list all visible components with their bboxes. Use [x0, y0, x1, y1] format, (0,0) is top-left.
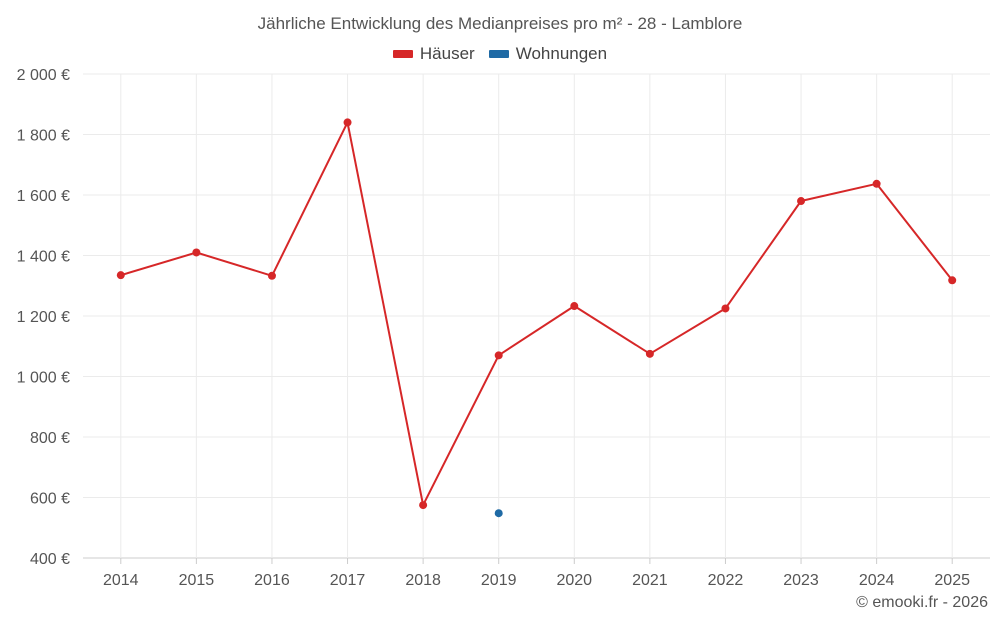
- y-tick-label: 600 €: [30, 491, 70, 508]
- chart-title: Jährliche Entwicklung des Medianpreises …: [257, 14, 743, 33]
- y-tick-label: 1 800 €: [17, 128, 70, 145]
- y-tick-label: 1 400 €: [17, 249, 70, 266]
- y-tick-label: 800 €: [30, 430, 70, 447]
- legend-item-haeuser[interactable]: Häuser: [392, 44, 475, 64]
- y-tick-label: 400 €: [30, 551, 70, 568]
- credit-text: © emooki.fr - 2026: [856, 594, 988, 611]
- legend-item-wohnungen[interactable]: Wohnungen: [488, 44, 608, 64]
- data-point-haeuser: [494, 351, 503, 360]
- x-tick-label: 2017: [330, 572, 366, 589]
- data-point-haeuser: [419, 501, 428, 510]
- legend-swatch-wohnungen: [488, 50, 509, 58]
- x-tick-label: 2015: [179, 572, 215, 589]
- data-point-haeuser: [343, 118, 352, 127]
- data-point-haeuser: [797, 197, 806, 206]
- legend: Häuser Wohnungen: [0, 44, 1000, 64]
- legend-swatch-haeuser: [392, 50, 413, 58]
- x-tick-label: 2024: [859, 572, 895, 589]
- data-point-haeuser: [116, 271, 125, 280]
- data-point-haeuser: [570, 302, 579, 311]
- y-tick-label: 2 000 €: [17, 67, 70, 84]
- x-tick-label: 2021: [632, 572, 668, 589]
- data-point-haeuser: [192, 248, 201, 257]
- data-point-haeuser: [948, 276, 957, 285]
- x-tick-label: 2022: [708, 572, 744, 589]
- x-tick-label: 2018: [405, 572, 441, 589]
- x-tick-label: 2014: [103, 572, 139, 589]
- data-point-haeuser: [872, 179, 881, 188]
- data-point-haeuser: [267, 271, 276, 280]
- x-tick-label: 2019: [481, 572, 517, 589]
- legend-label-haeuser: Häuser: [419, 44, 475, 63]
- y-tick-label: 1 000 €: [17, 370, 70, 387]
- series-line-haeuser: [120, 121, 953, 507]
- y-tick-label: 1 600 €: [17, 188, 70, 205]
- data-point-haeuser: [645, 349, 654, 358]
- x-tick-label: 2020: [556, 572, 592, 589]
- x-tick-label: 2023: [783, 572, 819, 589]
- data-point-haeuser: [721, 304, 730, 313]
- x-tick-label: 2025: [934, 572, 970, 589]
- data-point-wohnungen: [494, 509, 503, 518]
- legend-label-wohnungen: Wohnungen: [515, 44, 608, 63]
- y-tick-label: 1 200 €: [17, 309, 70, 326]
- x-tick-label: 2016: [254, 572, 290, 589]
